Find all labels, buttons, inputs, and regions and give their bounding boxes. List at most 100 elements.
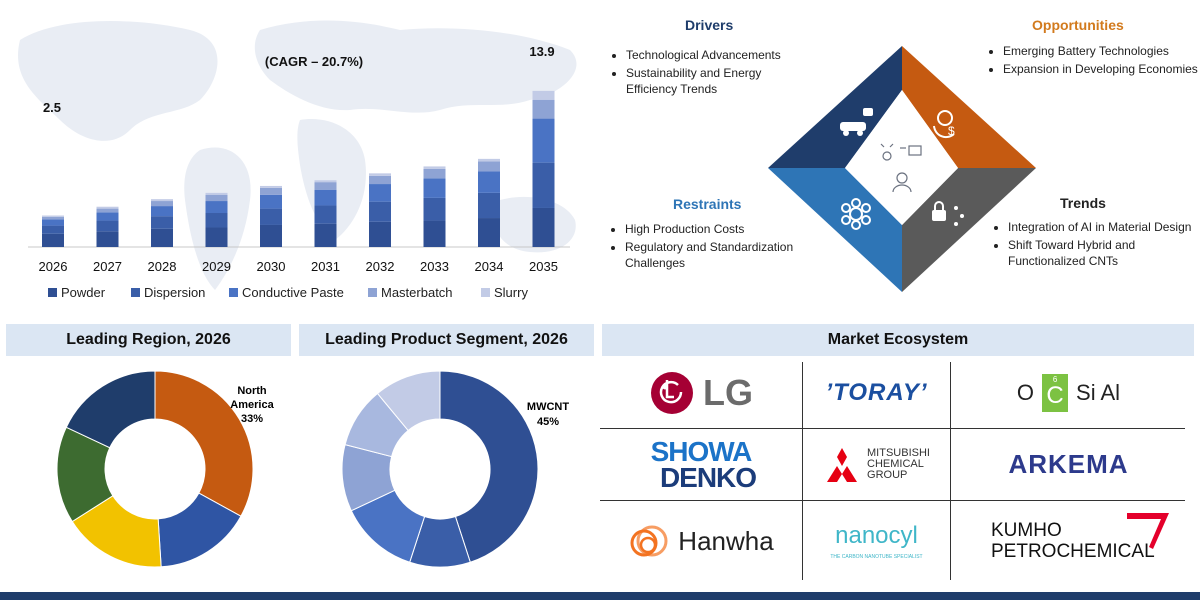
mitsubishi-text: MITSUBISHI CHEMICAL GROUP: [867, 448, 930, 481]
product-label-pct: 45%: [537, 416, 559, 428]
bar-segment: [478, 158, 500, 162]
bar-segment: [423, 220, 446, 247]
svg-text:$: $: [948, 124, 955, 138]
donut-slice: [65, 370, 156, 449]
region-donut-chart: North America 33%: [56, 370, 275, 568]
drivers-quadrant: [768, 46, 902, 168]
grid-hline-1: [600, 428, 1185, 429]
legend-swatch: [229, 288, 238, 297]
bar-segment: [369, 173, 391, 176]
x-tick-label: 2030: [257, 259, 286, 274]
region-slices: [56, 370, 254, 568]
bar-segment: [532, 90, 555, 100]
ocsial-c: C: [1046, 382, 1064, 409]
bar-segment: [205, 192, 228, 195]
legend-label: Dispersion: [144, 285, 205, 300]
bar-segment: [260, 185, 282, 188]
bar-segment: [260, 208, 282, 225]
donut-slice: [154, 370, 254, 517]
x-tick-label: 2029: [202, 259, 231, 274]
product-slices: [341, 370, 539, 568]
opportunities-item: Expansion in Developing Economies: [1003, 61, 1200, 78]
ocsial-six: 6: [1052, 375, 1058, 384]
lg-face-icon: [651, 372, 693, 414]
bar-segment: [151, 201, 173, 207]
ocsial-logo: O 6 C Si Al: [951, 358, 1186, 428]
toray-logo: ’TORAY’: [803, 358, 950, 428]
hanwha-wordmark: Hanwha: [678, 525, 774, 556]
donut-slice: [376, 370, 441, 432]
bar-segment: [478, 171, 500, 193]
mitsubishi-line-3: GROUP: [867, 469, 908, 481]
bar-segment: [532, 162, 555, 208]
legend-label: Powder: [61, 285, 106, 300]
money-cycle-icon: $: [933, 110, 955, 139]
bar-segment: [314, 180, 337, 183]
bars-group: [42, 90, 555, 247]
bar-segment: [369, 221, 391, 247]
bar-segment: [42, 215, 64, 217]
bar-segment: [423, 168, 446, 179]
x-tick-label: 2027: [93, 259, 122, 274]
opportunities-item: Emerging Battery Technologies: [1003, 43, 1200, 60]
leading-product-header: Leading Product Segment, 2026: [299, 324, 594, 356]
bar-segment: [260, 224, 282, 247]
bar-segment: [96, 220, 119, 232]
kumho-petrochemical-logo: KUMHO PETROCHEMICAL: [951, 501, 1191, 581]
bar-segment: [369, 175, 391, 185]
x-tick-label: 2032: [366, 259, 395, 274]
grid-vline-1: [802, 362, 803, 580]
leading-region-header: Leading Region, 2026: [6, 324, 291, 356]
x-tick-label: 2035: [529, 259, 558, 274]
donut-slice: [439, 370, 539, 563]
hanwha-rings-icon: [630, 525, 668, 557]
bar-segment: [423, 166, 446, 169]
mitsubishi-line-1: MITSUBISHI: [867, 447, 930, 459]
legend-label: Conductive Paste: [242, 285, 344, 300]
trends-quadrant: [902, 168, 1036, 292]
market-dynamics-panel: $ Drivers Technological Advancements Sus…: [600, 0, 1200, 320]
bar-segment: [314, 182, 337, 190]
x-tick-label: 2026: [39, 259, 68, 274]
bar-segment: [532, 99, 555, 119]
region-label-name-2: America: [230, 399, 274, 411]
drivers-title: Drivers: [685, 17, 734, 33]
robot-car-icon: [840, 108, 873, 136]
bar-segment: [314, 189, 337, 206]
mitsubishi-chemical-logo: MITSUBISHI CHEMICAL GROUP: [803, 429, 950, 500]
bar-segment: [314, 223, 337, 247]
bar-segment: [151, 206, 173, 217]
bar-segment: [96, 212, 119, 221]
market-size-bar-chart: 2026 2027 2028 2029 2030 2031 2032 2033 2034 2035…: [18, 20, 577, 300]
legend-swatch: [368, 288, 377, 297]
trends-list: Integration of AI in Material Design Shi…: [990, 219, 1200, 271]
bar-segment: [478, 192, 500, 219]
drivers-list: Technological Advancements Sustainabilit…: [608, 47, 786, 99]
bar-segment: [151, 228, 173, 247]
bar-segment: [42, 225, 64, 234]
bar-segment: [260, 194, 282, 209]
drivers-item: Sustainability and Energy Efficiency Tre…: [626, 65, 786, 98]
arkema-wordmark: ARKEMA: [1008, 449, 1129, 479]
denko-wordmark: DENKO: [659, 461, 757, 493]
legend-swatch: [131, 288, 140, 297]
last-value-label: 13.9: [529, 44, 554, 59]
kumho-swoosh-icon: [1127, 513, 1169, 549]
dynamics-diamond: $: [768, 46, 1036, 292]
bar-segment: [151, 199, 173, 202]
arkema-logo: ARKEMA: [951, 429, 1186, 500]
legend-label: Slurry: [494, 285, 528, 300]
legend-swatch: [481, 288, 490, 297]
lock-network-icon: [932, 201, 964, 226]
bar-segment: [96, 206, 119, 209]
ocsial-c-box: 6 C: [1042, 374, 1069, 412]
bar-segment: [205, 213, 228, 228]
product-label-name: MWCNT: [527, 401, 569, 413]
bar-legend: Powder Dispersion Conductive Paste Masterba…: [48, 285, 528, 300]
showa-denko-logo: SHOWA DENKO: [600, 429, 802, 500]
opportunities-title: Opportunities: [1032, 17, 1124, 33]
kumho-line-2: PETROCHEMICAL: [991, 541, 1155, 562]
restraints-list: High Production Costs Regulatory and Sta…: [607, 221, 800, 273]
x-tick-label: 2034: [475, 259, 504, 274]
bar-segment: [369, 184, 391, 202]
